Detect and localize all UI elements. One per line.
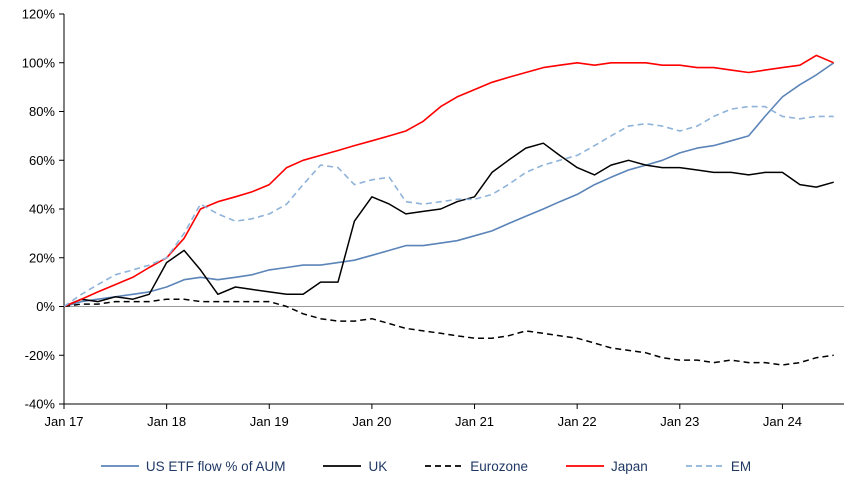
series-line-eurozone <box>63 298 834 366</box>
series-line-em <box>63 105 834 308</box>
legend-label-em: EM <box>730 458 752 474</box>
y-tick-label: 80% <box>29 104 55 119</box>
chart-legend: US ETF flow % of AUM UK Eurozone Japan EM <box>0 442 852 490</box>
y-tick-label: -40% <box>25 397 56 412</box>
series-line-uk <box>63 142 834 308</box>
legend-line-japan-icon <box>566 465 605 467</box>
y-tick-label: 20% <box>29 250 55 265</box>
legend-line-uk-icon <box>323 465 362 467</box>
plot-area: 120% 100% 80% 60% 40% 20% 0% -20% -40% Jan 17 Jan … <box>22 7 844 429</box>
y-tick-label: 0% <box>36 299 55 314</box>
x-tick-label: Jan 23 <box>660 414 699 429</box>
series-line-japan <box>63 54 835 308</box>
x-tick-label: Jan 18 <box>147 414 186 429</box>
legend-item-uk[interactable]: UK <box>323 459 387 474</box>
legend-label-japan: Japan <box>611 458 648 474</box>
x-tick-label: Jan 24 <box>763 414 802 429</box>
legend-label-eurozone: Eurozone <box>470 458 529 474</box>
legend-item-japan[interactable]: Japan <box>566 459 648 474</box>
y-tick-label: 100% <box>22 55 56 70</box>
y-tick-label: 40% <box>29 202 55 217</box>
x-tick-label: Jan 20 <box>352 414 391 429</box>
y-tick-label: -20% <box>25 348 56 363</box>
x-tick-label: Jan 21 <box>455 414 494 429</box>
y-tick-label: 120% <box>22 7 56 22</box>
legend-label-us-etf-flow-of-aum: US ETF flow % of AUM <box>145 458 286 474</box>
x-tick-label: Jan 22 <box>558 414 597 429</box>
x-tick-label: Jan 17 <box>44 414 83 429</box>
legend-line-us-etf-flow-of-aum-icon <box>100 465 139 467</box>
legend-item-em[interactable]: EM <box>685 458 752 474</box>
y-tick-label: 60% <box>29 153 55 168</box>
x-tick-label: Jan 19 <box>250 414 289 429</box>
series-line-us-etf-flow-of-aum <box>63 62 835 308</box>
legend-label-uk: UK <box>368 458 388 474</box>
legend-line-eurozone-icon <box>425 465 464 467</box>
legend-item-eurozone[interactable]: Eurozone <box>425 459 528 474</box>
legend-item-us-etf-flow-of-aum[interactable]: US ETF flow % of AUM <box>100 458 286 474</box>
legend-line-em-icon <box>685 465 724 467</box>
